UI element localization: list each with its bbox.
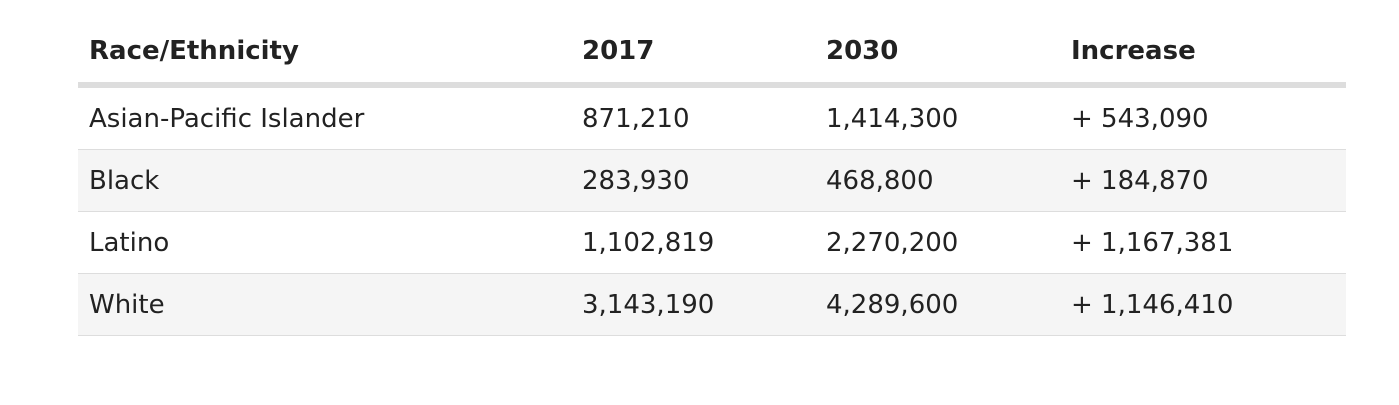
cell-increase: + 1,167,381 [1060, 211, 1346, 274]
column-header-2030: 2030 [815, 20, 1060, 88]
table-row: Asian-Pacific Islander 871,210 1,414,300… [78, 85, 1346, 150]
cell-increase: + 184,870 [1060, 149, 1346, 212]
cell-2017: 871,210 [571, 85, 815, 150]
table-row: Latino 1,102,819 2,270,200 + 1,167,381 [78, 211, 1346, 274]
cell-2017: 1,102,819 [571, 211, 815, 274]
table-row: Black 283,930 468,800 + 184,870 [78, 149, 1346, 212]
cell-2030: 1,414,300 [815, 85, 1060, 150]
cell-2030: 468,800 [815, 149, 1060, 212]
cell-race-ethnicity: White [78, 273, 571, 336]
cell-race-ethnicity: Asian-Pacific Islander [78, 85, 571, 150]
cell-race-ethnicity: Black [78, 149, 571, 212]
column-header-increase: Increase [1060, 20, 1346, 88]
cell-race-ethnicity: Latino [78, 211, 571, 274]
cell-2030: 4,289,600 [815, 273, 1060, 336]
population-table: Race/Ethnicity 2017 2030 Increase Asian-… [78, 20, 1346, 336]
header-row: Race/Ethnicity 2017 2030 Increase [78, 20, 1346, 88]
cell-increase: + 1,146,410 [1060, 273, 1346, 336]
population-table-container: Race/Ethnicity 2017 2030 Increase Asian-… [78, 20, 1346, 336]
cell-2017: 283,930 [571, 149, 815, 212]
table-header: Race/Ethnicity 2017 2030 Increase [78, 20, 1346, 88]
column-header-2017: 2017 [571, 20, 815, 88]
cell-2017: 3,143,190 [571, 273, 815, 336]
table-row: White 3,143,190 4,289,600 + 1,146,410 [78, 273, 1346, 336]
column-header-race-ethnicity: Race/Ethnicity [78, 20, 571, 88]
cell-2030: 2,270,200 [815, 211, 1060, 274]
table-body: Asian-Pacific Islander 871,210 1,414,300… [78, 85, 1346, 336]
cell-increase: + 543,090 [1060, 85, 1346, 150]
